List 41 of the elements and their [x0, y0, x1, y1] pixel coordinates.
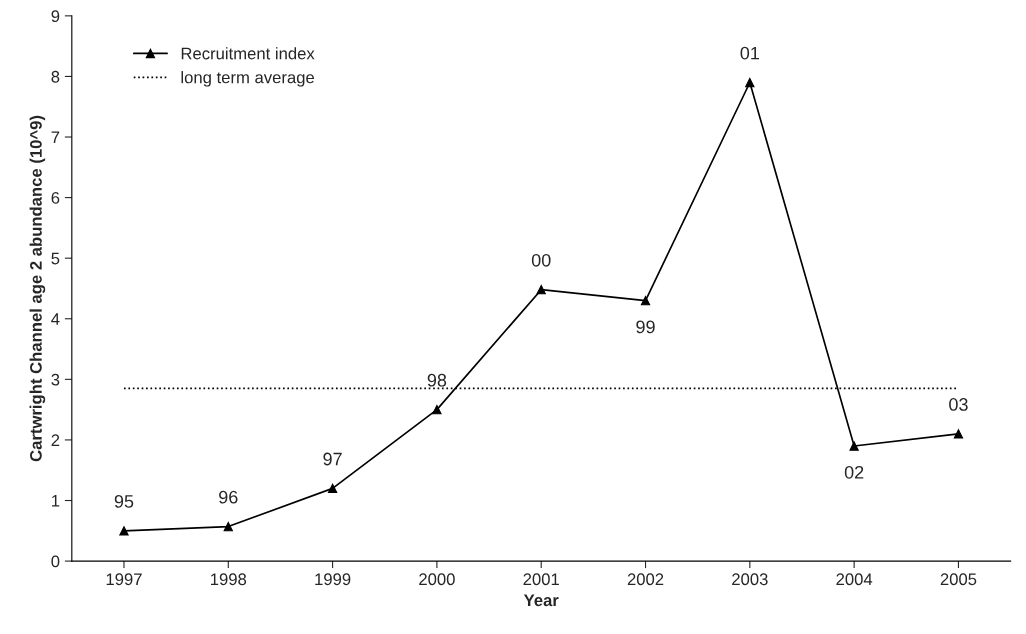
annotation: 95 — [114, 495, 134, 508]
y-tick-label: 3 — [51, 373, 60, 386]
x-tick-label: 2005 — [940, 573, 977, 586]
y-tick-label: 5 — [51, 252, 60, 265]
x-tick-label: 1997 — [106, 573, 142, 586]
y-axis-title: Cartwright Channel age 2 abundance (10^9) — [29, 115, 46, 462]
annotation: 00 — [531, 253, 551, 267]
point — [745, 77, 755, 88]
annotation: 01 — [740, 46, 759, 60]
y-tick-label: 7 — [51, 131, 60, 144]
point — [432, 404, 442, 415]
annotation: 96 — [219, 490, 238, 504]
annotation: 03 — [949, 398, 968, 411]
point — [327, 483, 338, 494]
point — [536, 285, 546, 295]
y-tick-label: 0 — [51, 555, 60, 568]
x-tick-label: 2001 — [523, 573, 559, 586]
y-tick-label: 4 — [51, 313, 60, 325]
y-tick-label: 6 — [51, 192, 60, 204]
point — [953, 429, 964, 439]
y-tick-label: 2 — [51, 434, 60, 446]
x-tick-label: 2003 — [732, 573, 768, 586]
legend-label: long term average — [181, 71, 315, 87]
legend-label: Recruitment index — [181, 47, 315, 60]
y-tick-label: 9 — [51, 10, 60, 23]
y-tick-label: 8 — [51, 70, 60, 83]
point — [223, 521, 233, 532]
annotation: 98 — [427, 373, 447, 387]
x-tick-label: 2002 — [627, 573, 664, 586]
x-tick-label: 1998 — [211, 573, 247, 586]
x-axis-title: Year — [523, 594, 559, 607]
x-tick-label: 2000 — [419, 573, 455, 586]
annotation: 02 — [844, 465, 864, 479]
x-tick-label: 2004 — [836, 573, 873, 586]
point — [119, 526, 129, 536]
point — [849, 441, 859, 451]
annotation: 99 — [636, 320, 655, 334]
y-tick-label: 1 — [52, 495, 60, 507]
annotation: 97 — [323, 452, 342, 466]
x-tick-label: 1999 — [315, 573, 351, 586]
point — [640, 295, 651, 306]
